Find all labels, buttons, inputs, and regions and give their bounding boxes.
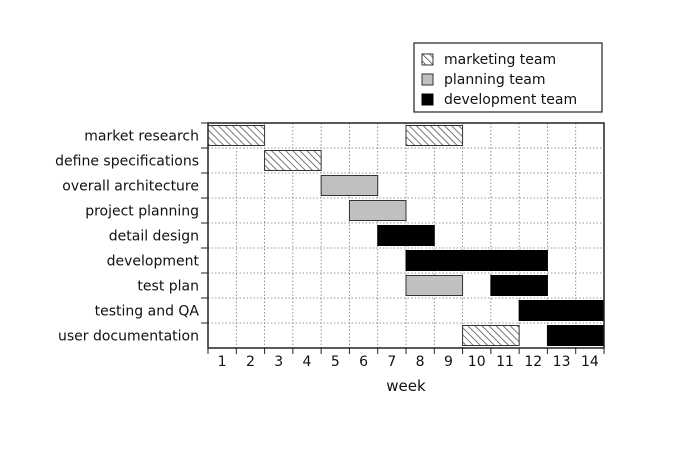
- legend-label-marketing: marketing team: [444, 52, 556, 68]
- bar-development: [405, 250, 548, 271]
- task-label: development: [107, 254, 200, 270]
- bar-marketing: [207, 125, 266, 146]
- legend-swatch-planning: [421, 73, 434, 86]
- task-label: detail design: [109, 229, 199, 245]
- x-tick-label: 3: [274, 354, 283, 370]
- bar-marketing: [405, 125, 464, 146]
- task-label: project planning: [85, 204, 199, 220]
- bar-marketing: [462, 325, 520, 346]
- legend-swatch-marketing: [421, 53, 434, 66]
- x-tick-label: 12: [524, 354, 542, 370]
- task-label: market research: [84, 129, 199, 145]
- bar-development: [518, 300, 605, 321]
- bar-development: [377, 225, 435, 246]
- x-tick-label: 2: [246, 354, 255, 370]
- task-label: testing and QA: [95, 304, 200, 320]
- x-tick-label: 13: [553, 354, 571, 370]
- x-tick-label: 7: [387, 354, 396, 370]
- legend: marketing team planning team development t…: [413, 42, 603, 113]
- x-tick-label: 6: [359, 354, 368, 370]
- bar-development: [490, 275, 548, 296]
- bars: [207, 125, 605, 346]
- bar-planning: [320, 175, 379, 196]
- x-tick-label: 1: [218, 354, 227, 370]
- task-label: overall architecture: [62, 179, 199, 195]
- legend-swatch-development: [421, 93, 434, 106]
- x-tick-label: 14: [581, 354, 599, 370]
- bar-marketing: [264, 150, 322, 171]
- legend-label-planning: planning team: [444, 72, 546, 88]
- bar-planning: [405, 275, 464, 296]
- legend-box: [413, 42, 603, 113]
- x-tick-label: 9: [444, 354, 453, 370]
- x-tick-label: 4: [303, 354, 312, 370]
- task-label: user documentation: [58, 329, 199, 345]
- x-tick-label: 5: [331, 354, 340, 370]
- bar-development: [546, 325, 605, 346]
- x-tick-label: 8: [416, 354, 425, 370]
- task-label: define specifications: [55, 154, 199, 170]
- bar-planning: [348, 200, 407, 221]
- task-label: test plan: [137, 279, 199, 295]
- legend-label-development: development team: [444, 92, 577, 108]
- x-axis-title: week: [386, 377, 426, 395]
- task-labels: market research define specifications over…: [55, 122, 208, 345]
- x-tick-label: 11: [496, 354, 514, 370]
- x-tick-label: 10: [468, 354, 486, 370]
- x-axis: 1 2 3 4 5 6 7 8 9 10 11 12 13 14: [207, 348, 605, 370]
